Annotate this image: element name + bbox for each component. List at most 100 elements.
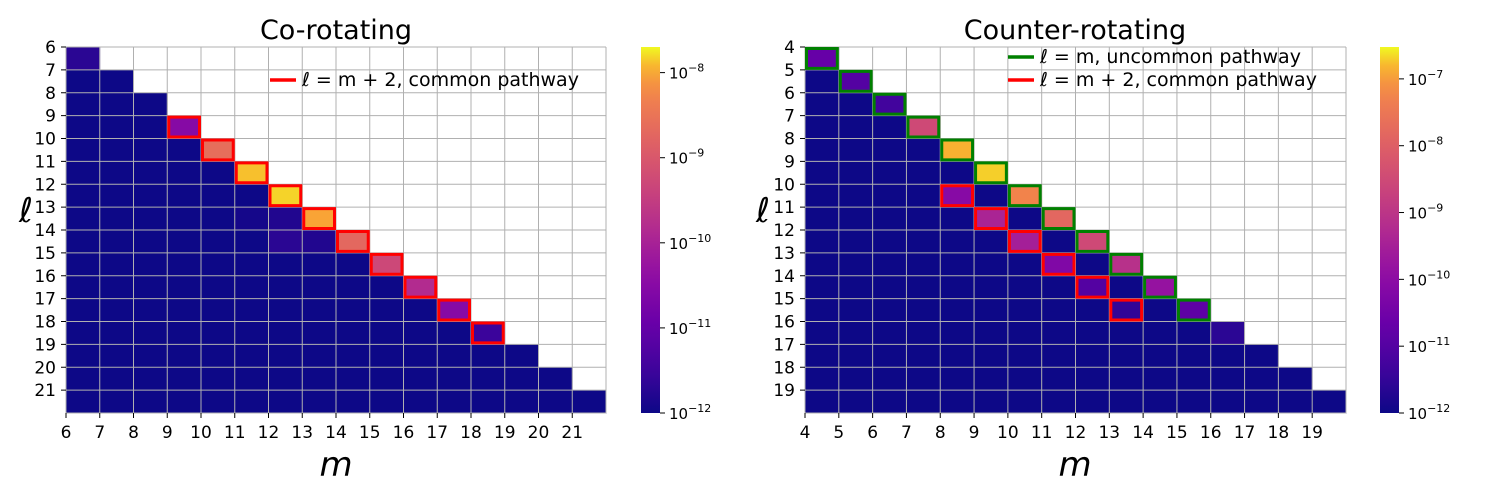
x-tick-label: 8 [128,423,139,443]
uncommon-pathway-outline-m13-l13 [1109,252,1144,276]
y-axis-label: ℓ [755,191,770,231]
heatmap-cell-m6-l13 [872,252,907,277]
heatmap-cell-m9-l13 [167,207,202,231]
heatmap-cell-m10-l10 [1007,184,1043,208]
heatmap-cell-m9-l11 [974,207,1009,231]
heatmap-cell-m10-l14 [201,230,236,254]
heatmap-cell-m8-l16 [940,321,975,345]
heatmap-cell-m9-l12 [974,230,1009,254]
heatmap-cell-m10-l19 [1007,390,1043,414]
heatmap-cell-m12-l16 [268,275,303,300]
heatmap-cell-m11-l18 [234,321,269,345]
common-pathway-outline-m11-l13 [1041,252,1076,276]
heatmap-cell-m12-l15 [268,252,303,277]
uncommon-pathway-outline-m6-l6 [872,92,907,116]
heatmap-cell-m4-l11 [805,207,840,231]
heatmap-cell-m4-l7 [805,115,840,139]
heatmap-cell-m6-l15 [872,298,907,322]
y-tick-label: 19 [773,381,795,401]
y-tick-label: 13 [34,198,56,218]
x-tick-label: 16 [1200,423,1222,443]
x-tick-label: 4 [800,423,811,443]
heatmap-cell-m8-l10 [940,184,975,208]
y-tick-label: 14 [773,267,795,287]
heatmap-cell-m4-l9 [805,161,840,185]
common-pathway-outline-m15-l15 [369,252,404,276]
heatmap-cell-m16-l19 [1210,390,1245,414]
heatmap-cell-m20-l20 [538,367,573,391]
x-tick-label: 7 [901,423,912,443]
heatmap-cell-m12-l14 [268,230,303,254]
chart-title: Co-rotating [260,15,412,46]
heatmap-cell-m9-l15 [167,252,202,277]
heatmap-cell-m4-l4 [805,47,840,71]
heatmap-cell-m7-l19 [99,344,134,368]
heatmap-cell-m6-l19 [872,390,907,414]
heatmap-cell-m12-l18 [1075,367,1110,391]
heatmap-cell-m6-l16 [872,321,907,345]
colorbar-tick-label: 10−8 [669,62,704,83]
x-tick-label: 16 [393,423,415,443]
uncommon-pathway-outline-m5-l5 [838,69,873,93]
heatmap-cell-m13-l16 [1109,321,1144,345]
heatmap-cell-m6-l8 [872,138,907,162]
heatmap-cell-m16-l17 [403,298,438,322]
heatmap-cell-m11-l15 [1041,298,1076,322]
heatmap-cell-m7-l19 [906,390,941,414]
common-pathway-outline-m11-l11 [234,161,269,185]
x-tick-label: 21 [561,423,583,443]
x-tick-label: 9 [162,423,173,443]
heatmap-cell-m5-l19 [838,390,874,414]
heatmap-cell-m8-l17 [940,344,975,368]
heatmap-cell-m10-l17 [201,298,236,322]
colorbar-tick-label: 10−7 [1408,68,1443,89]
heatmap-cell-m7-l18 [99,321,134,345]
heatmap-cell-m8-l13 [940,252,975,277]
heatmap-cell-m12-l14 [1075,275,1110,300]
heatmap-cell-m13-l15 [1109,298,1144,322]
x-tick-label: 9 [969,423,980,443]
y-tick-label: 11 [34,152,56,172]
heatmap-cell-m14-l14 [336,230,371,254]
colorbar-tick-label: 10−9 [669,147,704,168]
heatmap-cell-m11-l12 [234,184,269,208]
heatmap-cell-m10-l19 [201,344,236,368]
chart-title: Counter-rotating [964,15,1186,46]
heatmap-cell-m10-l15 [1007,298,1043,322]
heatmap-cell-m11-l12 [1041,230,1076,254]
heatmap-cell-m5-l16 [838,321,874,345]
heatmap-cell-m6-l12 [66,184,101,208]
uncommon-pathway-outline-m15-l15 [1176,298,1211,322]
heatmap-cell-m9-l16 [974,321,1009,345]
heatmap-cell-m8-l13 [133,207,168,231]
common-pathway-outline-m10-l12 [1007,230,1042,253]
heatmap-cell-m10-l10 [201,138,236,162]
heatmap-cell-m13-l17 [302,298,337,322]
heatmap-cell-m12-l13 [268,207,303,231]
heatmap-cell-m4-l15 [805,298,840,322]
heatmap-cell-m6-l7 [872,115,907,139]
heatmap-cell-m7-l9 [906,161,941,185]
x-tick-label: 13 [291,423,313,443]
heatmap-cell-m17-l19 [1244,390,1279,414]
heatmap-cell-m7-l14 [906,275,941,300]
heatmap-cell-m16-l16 [1210,321,1245,345]
heatmap-cell-m8-l10 [133,138,168,162]
heatmap-cell-m9-l12 [167,184,202,208]
heatmap-cell-m9-l18 [974,367,1009,391]
heatmap-cell-m7-l9 [99,115,134,139]
heatmap-cell-m15-l21 [369,390,404,414]
heatmap-cell-m4-l18 [805,367,840,391]
x-tick-label: 10 [190,423,212,443]
heatmap-cell-m5-l9 [838,161,874,185]
heatmap-cell-m11-l13 [234,207,269,231]
heatmap-cell-m12-l19 [1075,390,1110,414]
heatmap-cell-m13-l13 [1109,252,1144,277]
heatmap-cell-m12-l20 [268,367,303,391]
heatmap-cell-m11-l19 [1041,390,1076,414]
x-tick-label: 11 [224,423,246,443]
heatmap-cell-m8-l19 [133,344,168,368]
heatmap-cell-m8-l18 [940,367,975,391]
heatmap-cell-m12-l17 [268,298,303,322]
heatmap-cell-m5-l12 [838,230,874,254]
